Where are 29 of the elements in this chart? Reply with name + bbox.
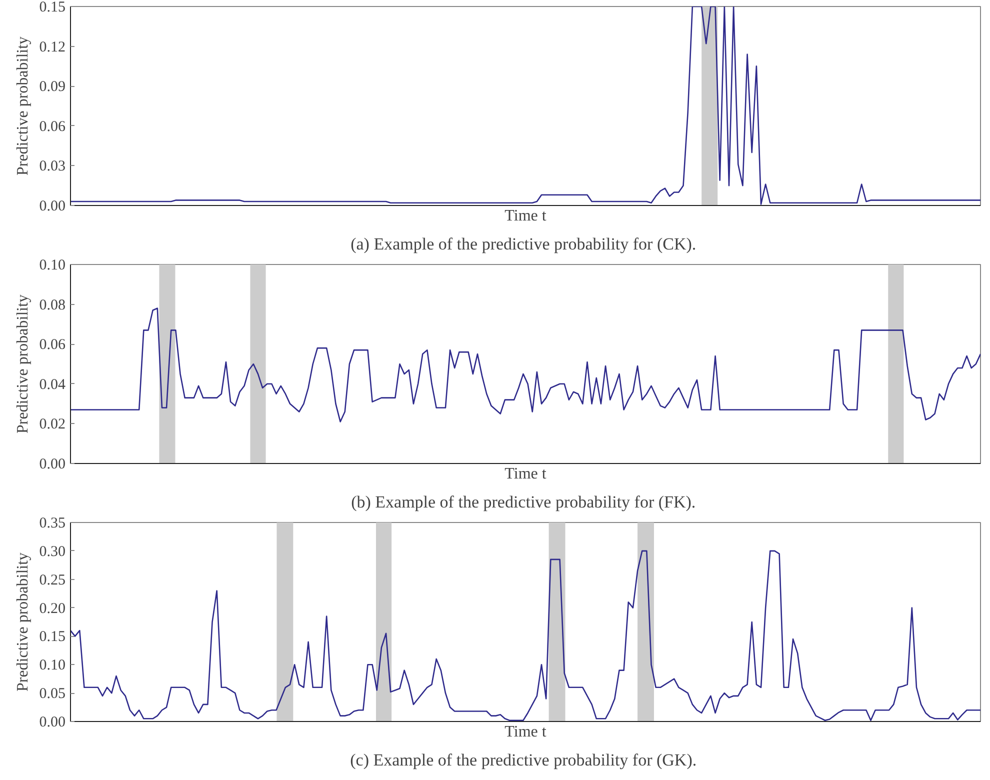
- x-axis-title: Time t: [504, 466, 547, 482]
- y-tick-label: 0.15: [39, 629, 66, 646]
- y-tick-label: 0.02: [39, 416, 66, 433]
- y-tick-label: 0.35: [39, 516, 66, 532]
- y-tick-label: 0.00: [39, 198, 66, 214]
- y-tick-label: 0.06: [39, 337, 66, 354]
- y-tick-label: 0.00: [39, 714, 66, 730]
- y-tick-label: 0.25: [39, 572, 66, 588]
- y-tick-label: 0.30: [39, 544, 66, 560]
- text: (b) Example of the predictive probability for (FK).: [351, 492, 696, 512]
- y-tick-label: 0.20: [39, 600, 66, 617]
- y-tick-label: 0.10: [39, 658, 66, 674]
- y-tick-label: 0.12: [39, 39, 66, 56]
- y-tick-label: 0.03: [39, 158, 66, 175]
- y-axis-title: Predictive probability: [14, 36, 32, 176]
- x-axis-title: Time t: [504, 208, 547, 224]
- text: (a) Example of the predictive probability for (CK).: [350, 234, 696, 254]
- y-tick-label: 0.09: [39, 79, 66, 96]
- y-tick-label: 0.05: [39, 686, 66, 702]
- y-axis-title: Predictive probability: [14, 294, 32, 434]
- text: (c) Example of the predictive probability for (GK).: [350, 750, 697, 770]
- y-tick-label: 0.00: [39, 456, 66, 472]
- y-tick-label: 0.06: [39, 118, 66, 135]
- y-tick-label: 0.10: [39, 258, 66, 274]
- x-axis-title: Time t: [504, 724, 547, 740]
- y-tick-label: 0.04: [39, 376, 66, 393]
- y-tick-label: 0.08: [39, 297, 66, 314]
- y-axis-title: Predictive probability: [14, 552, 32, 692]
- y-tick-label: 0.15: [39, 0, 66, 16]
